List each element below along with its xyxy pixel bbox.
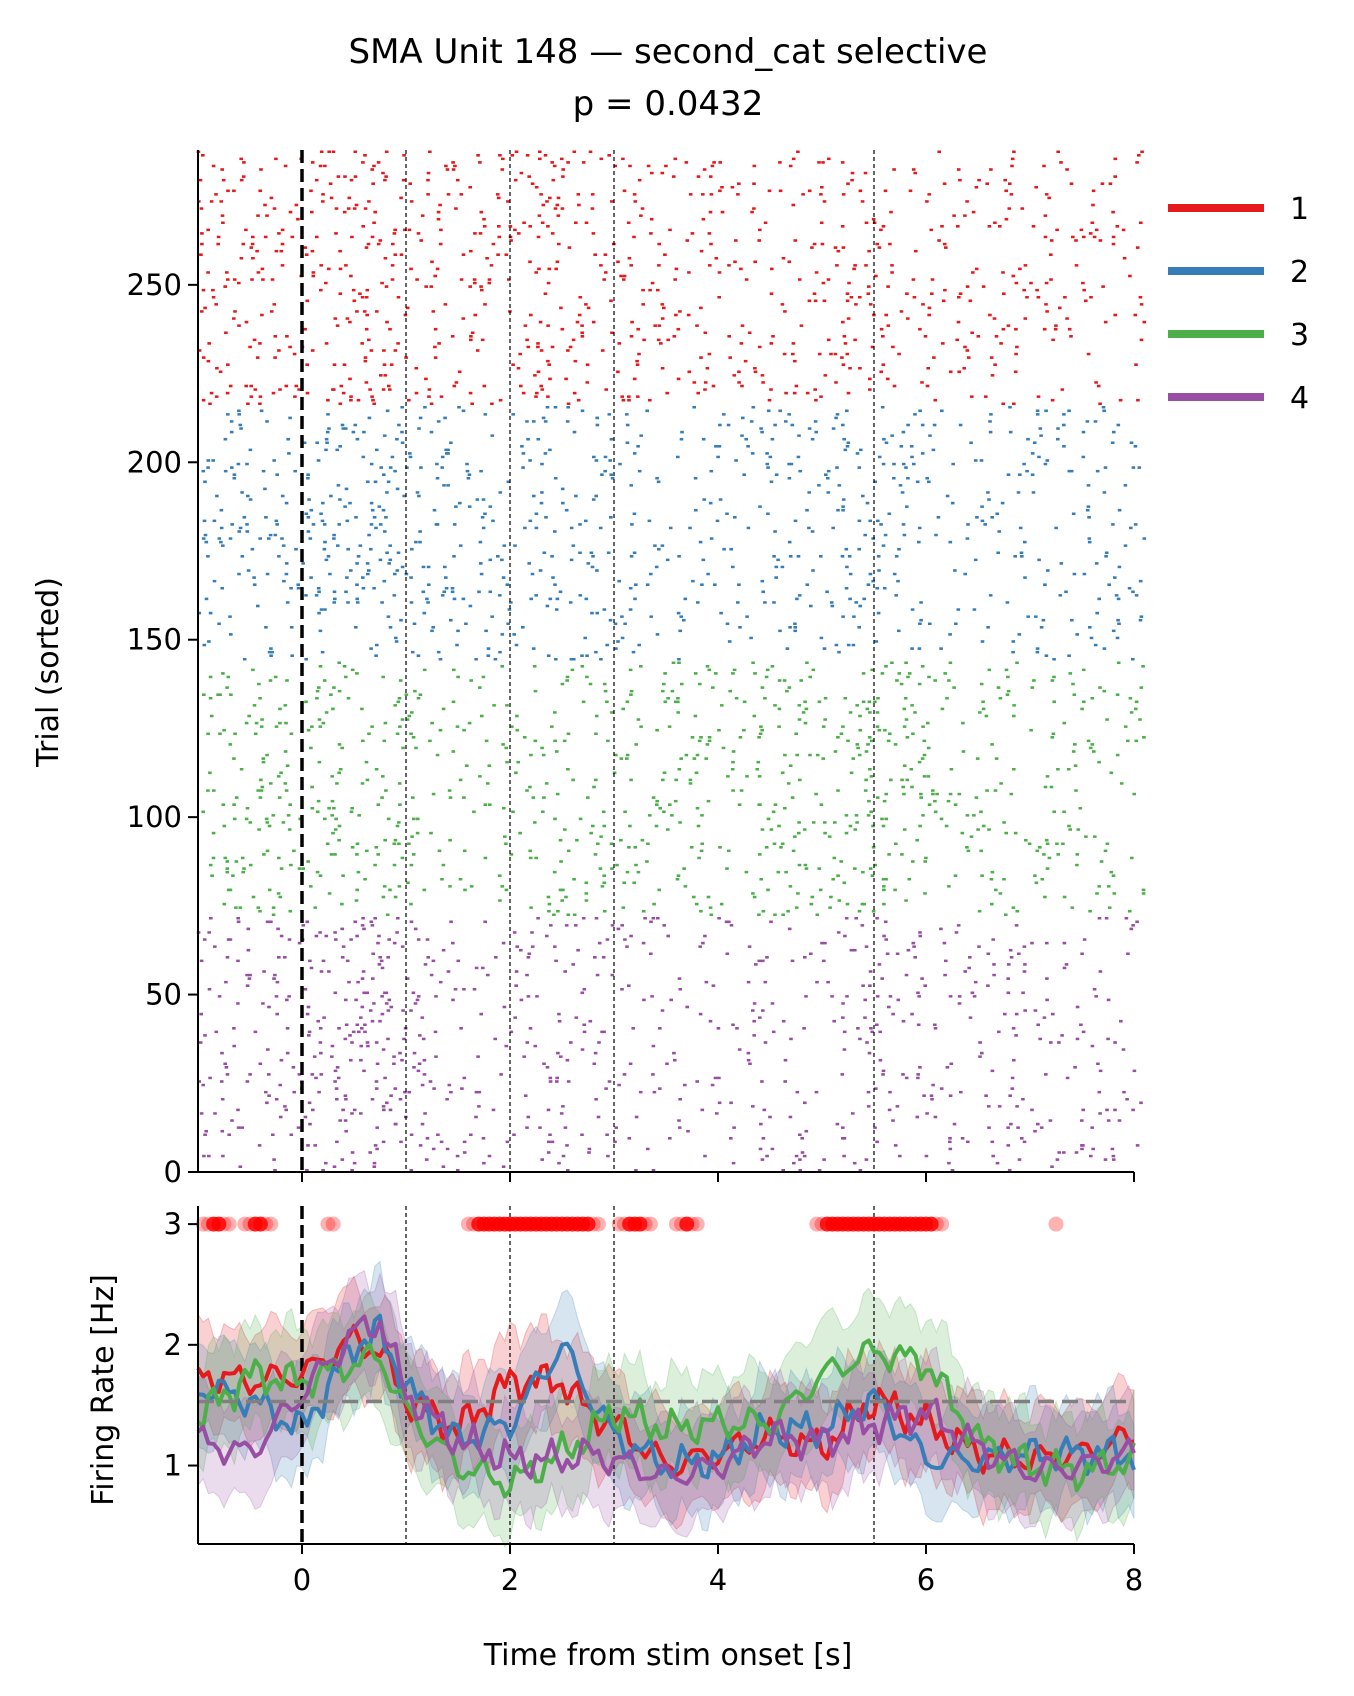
psth-lines (196, 1313, 1136, 1499)
significance-dot (1048, 1216, 1064, 1232)
legend-label-2: 2 (1290, 255, 1309, 290)
significance-dot (689, 1216, 705, 1232)
significance-dot (679, 1216, 695, 1232)
significance-dot (211, 1216, 227, 1232)
significance-dot (585, 1216, 601, 1232)
significance-dot (809, 1216, 825, 1232)
psth-y-tick-label: 2 (164, 1328, 182, 1362)
significance-dot (221, 1216, 237, 1232)
significance-dot (684, 1216, 700, 1232)
significance-dot (320, 1216, 336, 1232)
confidence-band-2 (197, 1260, 1135, 1532)
significance-dot (216, 1216, 232, 1232)
significance-dot (668, 1216, 684, 1232)
raster-panel: 0 50 100 150 200 250 Trial (sorted) (31, 150, 1147, 1189)
significance-dot (252, 1216, 268, 1232)
psth-ylabel: Firing Rate [Hz] (86, 1274, 121, 1506)
raster-y-tick-label: 0 (164, 1155, 182, 1189)
raster-y-tick-label: 100 (127, 800, 182, 834)
significance-dot (934, 1216, 950, 1232)
significance-dot (637, 1216, 653, 1232)
raster-event-markers (300, 150, 875, 1172)
series-line-3 (196, 1338, 1136, 1499)
significance-dot (590, 1216, 606, 1232)
significance-dot (237, 1216, 253, 1232)
psth-x-tick-label: 0 (293, 1563, 311, 1597)
significance-dot (642, 1216, 658, 1232)
psth-axes: 1 2 3 0 2 4 6 8 (164, 1206, 1143, 1597)
psth-x-tick-label: 6 (917, 1563, 935, 1597)
psth-confidence-bands (197, 1260, 1135, 1549)
significance-dot (923, 1216, 939, 1232)
psth-y-tick-label: 3 (164, 1207, 182, 1241)
chart-title: SMA Unit 148 — second_cat selective (349, 32, 988, 72)
psth-x-tick-label: 8 (1125, 1563, 1143, 1597)
psth-xlabel: Time from stim onset [s] (483, 1638, 853, 1673)
raster-axes: 0 50 100 150 200 250 (127, 150, 1135, 1189)
significance-dot (325, 1216, 341, 1232)
confidence-band-4 (197, 1270, 1135, 1538)
raster-spikes (196, 150, 1147, 1172)
raster-y-tick-label: 200 (127, 445, 182, 479)
legend-label-3: 3 (1290, 318, 1309, 353)
raster-y-tick-label: 250 (127, 268, 182, 302)
legend-label-1: 1 (1290, 192, 1309, 227)
legend-label-4: 4 (1290, 381, 1309, 416)
significance-dot (611, 1216, 627, 1232)
legend: 1 2 3 4 (1168, 192, 1309, 416)
significance-dot (580, 1216, 596, 1232)
raster-y-tick-label: 150 (127, 623, 182, 657)
confidence-band-1 (197, 1275, 1135, 1530)
psth-panel: 1 2 3 0 2 4 6 8 Firing Rate [Hz] Time from stim… (86, 1206, 1143, 1673)
significance-dot (632, 1216, 648, 1232)
psth-y-tick-label: 1 (164, 1449, 182, 1483)
significance-dot (258, 1216, 274, 1232)
raster-ylabel: Trial (sorted) (31, 577, 66, 768)
raster-y-tick-label: 50 (145, 978, 182, 1012)
significance-dot (263, 1216, 279, 1232)
significance-dot (195, 1216, 211, 1232)
significance-dot (460, 1216, 476, 1232)
psth-x-tick-label: 4 (709, 1563, 727, 1597)
significance-dot (928, 1216, 944, 1232)
series-line-4 (196, 1314, 1136, 1486)
chart-subtitle: p = 0.0432 (573, 84, 764, 124)
psth-x-tick-label: 2 (501, 1563, 519, 1597)
significance-markers (195, 1216, 1064, 1232)
